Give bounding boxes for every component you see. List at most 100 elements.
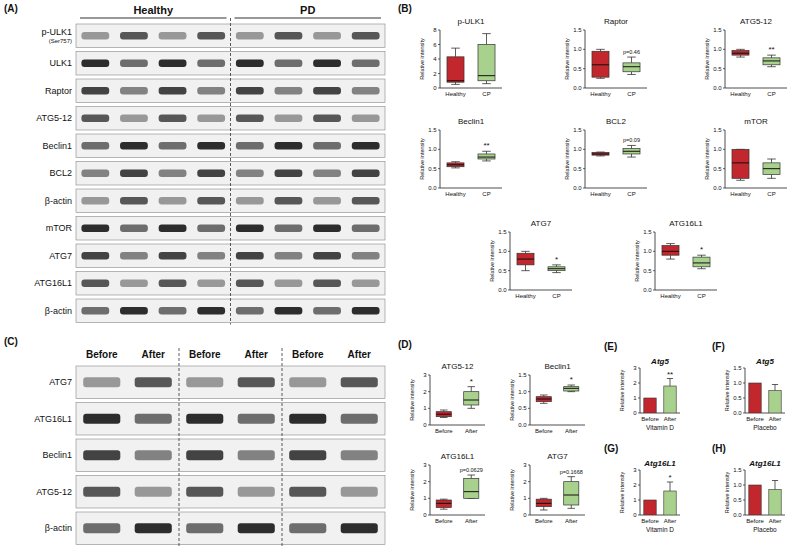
y-tick <box>743 515 745 516</box>
x-tick-label: Healthy <box>445 91 465 97</box>
cap-max <box>697 255 706 256</box>
lane-separator <box>230 18 231 325</box>
band <box>81 252 109 260</box>
whisker-low <box>771 174 772 178</box>
y-tick-label: 1.5 <box>428 127 437 133</box>
band <box>120 59 148 67</box>
y-tick <box>528 375 530 376</box>
band <box>313 279 341 287</box>
y-tick <box>528 465 530 466</box>
x-axis <box>725 88 787 89</box>
x-tick-label: Before <box>435 518 453 524</box>
band <box>120 142 148 150</box>
blot-strip <box>76 512 385 545</box>
row-label: ULK1 <box>49 58 72 68</box>
x-axis <box>530 515 585 516</box>
y-tick <box>508 290 510 291</box>
y-axis-label: Relative intensity <box>409 379 415 421</box>
whisker-low <box>631 154 632 157</box>
marks <box>732 149 780 180</box>
whisker-low <box>543 507 544 510</box>
band <box>197 59 225 67</box>
band <box>352 224 380 232</box>
band <box>236 224 264 232</box>
cap-max <box>567 385 575 386</box>
x-axis <box>440 188 502 189</box>
y-tick-label: 1.5 <box>713 27 722 33</box>
row-sublabel: (Ser757) <box>49 38 72 44</box>
y-tick-label: 3 <box>633 365 637 371</box>
group-line <box>235 18 382 19</box>
y-tick <box>743 500 745 501</box>
box <box>536 499 551 507</box>
chart-title: ATG5-12 <box>442 362 474 371</box>
band <box>159 169 187 177</box>
band <box>197 197 225 205</box>
box <box>592 51 609 77</box>
cap-min <box>482 160 491 161</box>
y-axis <box>585 130 586 188</box>
box <box>623 63 640 72</box>
cap-max <box>451 161 460 162</box>
y-tick <box>638 398 640 399</box>
band <box>83 487 120 497</box>
bar-chart: 0.00.51.01.5Atg16L1Relative intensityBef… <box>724 459 785 533</box>
band <box>81 307 109 315</box>
band <box>159 87 187 95</box>
marks <box>536 477 579 510</box>
y-tick-label: 1.5 <box>733 365 742 371</box>
y-tick <box>638 470 640 471</box>
panel-label: (D) <box>398 339 412 350</box>
y-tick <box>723 68 725 69</box>
box <box>763 163 780 175</box>
cap-min <box>467 408 475 409</box>
median <box>517 259 534 260</box>
annotation: p=0.09 <box>623 137 640 143</box>
row-label: Raptor <box>45 86 72 96</box>
y-tick-label: 0.5 <box>733 395 742 401</box>
y-tick <box>638 383 640 384</box>
x-tick-label: After <box>664 518 677 524</box>
band <box>83 523 120 533</box>
cap-max <box>596 49 605 50</box>
x-axis <box>530 425 585 426</box>
band <box>197 252 225 260</box>
y-tick-label: 0.5 <box>643 268 652 274</box>
band <box>352 142 380 150</box>
bar <box>664 386 676 413</box>
panel-label: (G) <box>604 443 618 454</box>
y-tick-label: 0.0 <box>713 185 722 191</box>
band <box>313 114 341 122</box>
median <box>464 491 479 492</box>
row-label: ATG16L1 <box>34 414 72 424</box>
y-tick <box>438 149 440 150</box>
band <box>352 252 380 260</box>
band <box>159 252 187 260</box>
band <box>289 414 326 424</box>
y-tick <box>638 368 640 369</box>
annotation: * <box>470 377 473 386</box>
y-tick-label: 0.5 <box>713 166 722 172</box>
cap-min <box>767 178 776 179</box>
box <box>517 253 534 265</box>
y-axis <box>430 465 431 515</box>
y-tick-label: 1.5 <box>573 27 582 33</box>
whisker-high <box>571 477 572 482</box>
x-axis <box>655 290 717 291</box>
cap-min <box>482 83 491 84</box>
y-tick-label: 1 <box>423 495 427 501</box>
y-tick <box>428 481 430 482</box>
y-tick-label: 1.0 <box>733 380 742 386</box>
cap-max <box>767 159 776 160</box>
median <box>623 66 640 67</box>
y-tick-label: 2 <box>423 479 427 485</box>
marks <box>592 49 640 78</box>
cap-max <box>552 264 561 265</box>
marks <box>644 482 676 515</box>
box-chart: 0.00.51.01.5Beclin1Relative intensityHea… <box>419 117 502 197</box>
y-tick <box>638 485 640 486</box>
y-tick-label: 0 <box>423 422 427 428</box>
row-label: ATG5-12 <box>36 113 72 123</box>
band <box>313 307 341 315</box>
figure: (A)(B)(C)(D)(E)(F)(G)(H)p-ULK1(Ser757)UL… <box>0 0 800 548</box>
